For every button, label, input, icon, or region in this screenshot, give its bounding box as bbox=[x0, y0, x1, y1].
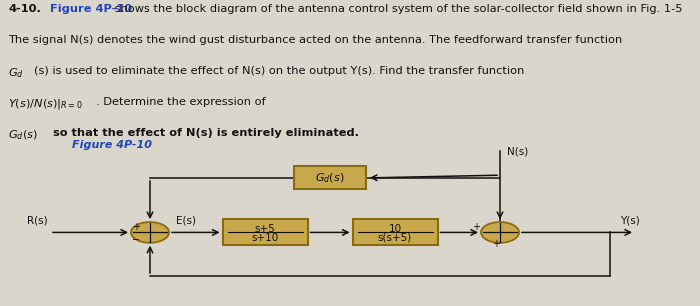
Circle shape bbox=[131, 222, 169, 243]
Text: N(s): N(s) bbox=[507, 147, 528, 157]
Text: . Determine the expression of: . Determine the expression of bbox=[96, 97, 265, 107]
Text: s(s+5): s(s+5) bbox=[378, 233, 412, 243]
Text: +: + bbox=[492, 239, 500, 249]
Bar bbox=[223, 219, 307, 245]
Text: 4-10.: 4-10. bbox=[8, 4, 41, 14]
Text: (s) is used to eliminate the effect of N(s) on the output Y(s). Find the transfe: (s) is used to eliminate the effect of N… bbox=[34, 66, 524, 76]
Text: $G_d$: $G_d$ bbox=[8, 66, 24, 80]
Text: $Y(s)/N(s)|_{R=0}$: $Y(s)/N(s)|_{R=0}$ bbox=[8, 97, 83, 111]
Text: +: + bbox=[472, 222, 480, 232]
Text: $G_d(s)$: $G_d(s)$ bbox=[315, 171, 344, 185]
Text: s+5: s+5 bbox=[255, 224, 275, 233]
Text: +: + bbox=[132, 222, 140, 232]
Bar bbox=[353, 219, 438, 245]
Circle shape bbox=[481, 222, 519, 243]
Text: Figure 4P-10: Figure 4P-10 bbox=[46, 4, 132, 14]
Text: s+10: s+10 bbox=[251, 233, 279, 243]
Text: E(s): E(s) bbox=[176, 215, 196, 225]
Text: Y(s): Y(s) bbox=[620, 216, 640, 226]
Text: The signal N(s) denotes the wind gust disturbance acted on the antenna. The feed: The signal N(s) denotes the wind gust di… bbox=[8, 35, 623, 45]
Bar bbox=[294, 166, 366, 189]
Text: shows the block diagram of the antenna control system of the solar-collector fie: shows the block diagram of the antenna c… bbox=[111, 4, 682, 14]
Text: 10: 10 bbox=[389, 224, 402, 233]
Text: Figure 4P-10: Figure 4P-10 bbox=[72, 140, 152, 150]
Text: −: − bbox=[132, 235, 140, 245]
Text: R(s): R(s) bbox=[27, 216, 48, 226]
Text: $G_d(s)$: $G_d(s)$ bbox=[8, 128, 38, 141]
Text: so that the effect of N(s) is entirely eliminated.: so that the effect of N(s) is entirely e… bbox=[49, 128, 359, 138]
